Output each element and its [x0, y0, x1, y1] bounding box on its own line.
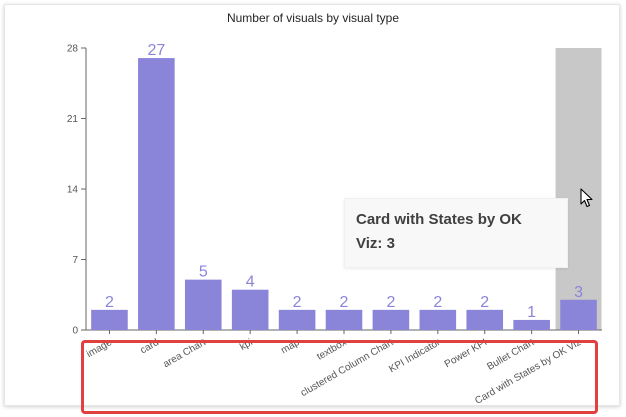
y-tick-label: 7	[72, 255, 78, 266]
bar[interactable]	[325, 309, 363, 330]
tooltip-value: Viz: 3	[356, 235, 395, 252]
bar[interactable]	[138, 58, 175, 330]
data-label: 5	[199, 264, 208, 281]
y-tick-label: 0	[72, 326, 78, 337]
tooltip: Card with States by OK Viz: 3	[344, 198, 568, 268]
mouse-pointer-icon	[580, 188, 593, 208]
bar[interactable]	[466, 309, 504, 330]
highlight-band	[555, 48, 602, 330]
y-tick-label: 14	[67, 185, 79, 196]
data-label: 2	[433, 294, 442, 311]
data-label: 2	[340, 294, 349, 311]
bar[interactable]	[184, 279, 222, 330]
bar[interactable]	[419, 309, 457, 330]
data-label: 27	[147, 42, 165, 59]
bar[interactable]	[278, 309, 316, 330]
data-label: 2	[293, 294, 302, 311]
data-label: 2	[386, 294, 395, 311]
data-label: 1	[527, 304, 536, 321]
data-label: 3	[574, 284, 583, 301]
bar[interactable]	[231, 289, 269, 330]
y-tick-label: 28	[67, 44, 79, 55]
data-label: 4	[246, 274, 255, 291]
bar[interactable]	[372, 309, 410, 330]
tooltip-category: Card with States by OK	[356, 211, 522, 228]
data-label: 2	[105, 294, 114, 311]
bar[interactable]	[91, 309, 128, 330]
chart-title: Number of visuals by visual type	[226, 11, 400, 25]
bar[interactable]	[513, 319, 550, 330]
data-label: 2	[480, 294, 489, 311]
bar[interactable]	[560, 299, 597, 330]
annotation-highlight-box	[81, 340, 598, 414]
y-tick-label: 21	[67, 114, 79, 125]
